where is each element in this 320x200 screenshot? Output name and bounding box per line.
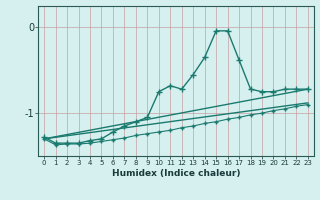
X-axis label: Humidex (Indice chaleur): Humidex (Indice chaleur) <box>112 169 240 178</box>
